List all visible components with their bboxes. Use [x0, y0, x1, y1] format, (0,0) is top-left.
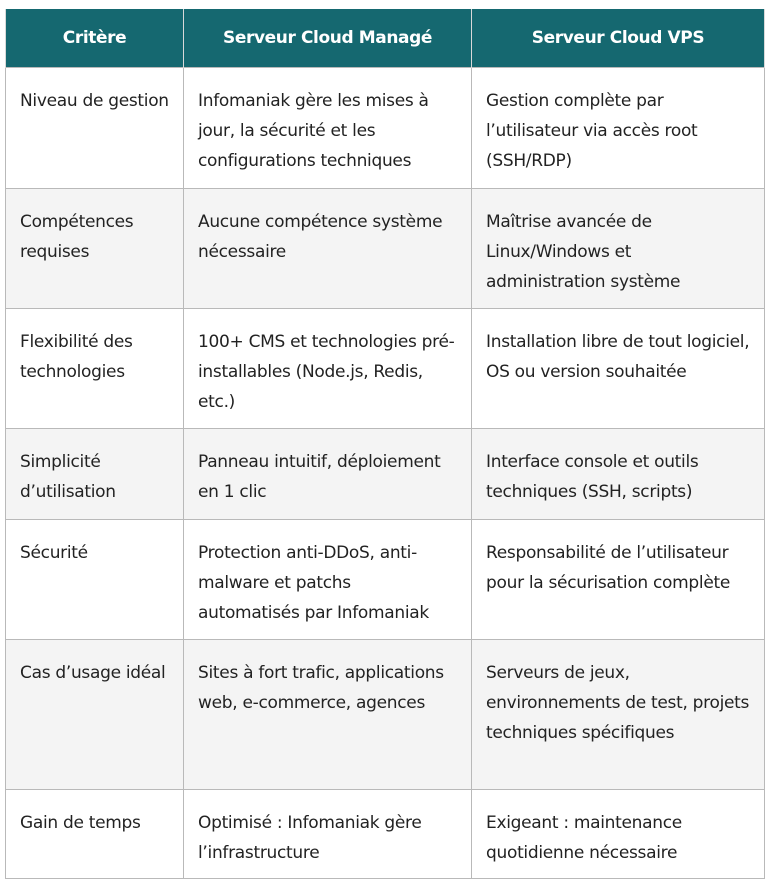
cell-manage: Protection anti-DDoS, anti-malware et pa…: [183, 519, 472, 640]
cell-critere: Gain de temps: [5, 789, 184, 879]
table-row: Niveau de gestion Infomaniak gère les mi…: [5, 67, 765, 189]
table-row: Compétences requises Aucune compétence s…: [5, 188, 765, 309]
cell-vps: Maîtrise avancée de Linux/Windows et adm…: [471, 188, 765, 309]
header-cloud-vps: Serveur Cloud VPS: [471, 9, 765, 68]
cell-vps: Installation libre de tout logiciel, OS …: [471, 308, 765, 429]
header-cloud-manage: Serveur Cloud Managé: [183, 9, 472, 68]
table-row: Flexibilité des technologies 100+ CMS et…: [5, 308, 765, 429]
cell-critere: Compétences requises: [5, 188, 184, 309]
cell-critere: Cas d’usage idéal: [5, 639, 184, 790]
cell-manage: Sites à fort trafic, applications web, e…: [183, 639, 472, 790]
table-body: Niveau de gestion Infomaniak gère les mi…: [5, 67, 765, 879]
cell-vps: Gestion complète par l’utilisateur via a…: [471, 67, 765, 189]
cell-manage: 100+ CMS et technologies pré-installable…: [183, 308, 472, 429]
table-row: Sécurité Protection anti-DDoS, anti-malw…: [5, 519, 765, 640]
cell-vps: Exigeant : maintenance quotidienne néces…: [471, 789, 765, 879]
table-row: Simplicité d’utilisation Panneau intuiti…: [5, 428, 765, 520]
cell-critere: Niveau de gestion: [5, 67, 184, 189]
comparison-table: Critère Serveur Cloud Managé Serveur Clo…: [5, 9, 765, 879]
cell-critere: Flexibilité des technologies: [5, 308, 184, 429]
header-row: Critère Serveur Cloud Managé Serveur Clo…: [5, 9, 765, 68]
cell-vps: Responsabilité de l’utilisateur pour la …: [471, 519, 765, 640]
cell-critere: Simplicité d’utilisation: [5, 428, 184, 520]
cell-manage: Panneau intuitif, déploiement en 1 clic: [183, 428, 472, 520]
header-critere: Critère: [5, 9, 184, 68]
table-row: Cas d’usage idéal Sites à fort trafic, a…: [5, 639, 765, 790]
cell-vps: Interface console et outils techniques (…: [471, 428, 765, 520]
cell-critere: Sécurité: [5, 519, 184, 640]
cell-manage: Optimisé : Infomaniak gère l’infrastruct…: [183, 789, 472, 879]
cell-vps: Serveurs de jeux, environnements de test…: [471, 639, 765, 790]
cell-manage: Aucune compétence système nécessaire: [183, 188, 472, 309]
cell-manage: Infomaniak gère les mises à jour, la séc…: [183, 67, 472, 189]
table-header: Critère Serveur Cloud Managé Serveur Clo…: [5, 9, 765, 68]
table-row: Gain de temps Optimisé : Infomaniak gère…: [5, 789, 765, 879]
